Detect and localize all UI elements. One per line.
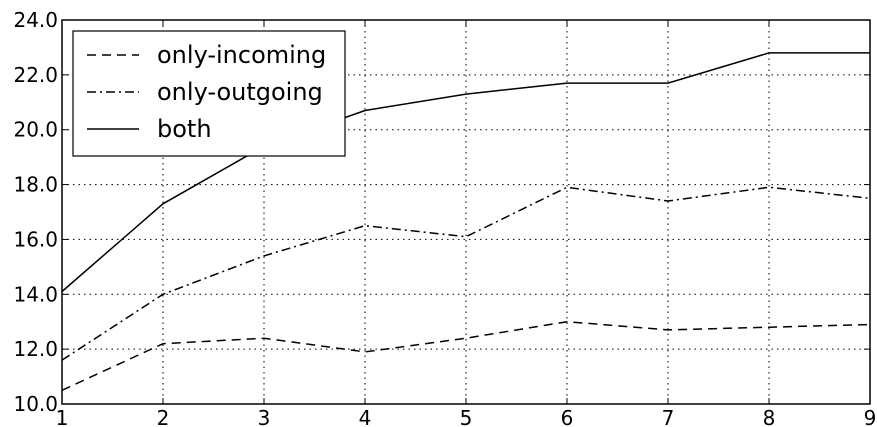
legend-label: both: [157, 115, 212, 143]
y-tick-label: 18.0: [13, 173, 58, 197]
axis-ticks: 1 2 3 4 5 6 7 8 9 10.0 12.0 14.0 16.0 18.0 20.0 22.0 24.…: [13, 8, 876, 427]
x-tick-label: 8: [763, 406, 776, 427]
legend-box: [72, 30, 346, 157]
y-tick-label: 12.0: [13, 337, 58, 361]
x-tick-label: 7: [662, 406, 675, 427]
plot-frame: [61, 19, 871, 405]
y-tick-label: 14.0: [13, 282, 58, 306]
grid: [62, 20, 870, 404]
legend-label: only-incoming: [157, 41, 326, 69]
y-tick-label: 22.0: [13, 63, 58, 87]
series-line-only-outgoing: [61, 186, 871, 361]
y-tick-label: 16.0: [13, 227, 58, 251]
x-tick-label: 3: [258, 406, 271, 427]
series-lines: [61, 52, 871, 391]
legend: only-incoming only-outgoing both: [72, 30, 346, 157]
x-tick-label: 2: [157, 406, 170, 427]
y-tick-label: 20.0: [13, 118, 58, 142]
x-tick-label: 5: [460, 406, 473, 427]
y-tick-label: 24.0: [13, 8, 58, 32]
x-tick-label: 9: [864, 406, 877, 427]
y-tick-label: 10.0: [13, 392, 58, 416]
legend-label: only-outgoing: [157, 78, 323, 106]
x-tick-label: 1: [56, 406, 69, 427]
series-line-both: [61, 52, 870, 293]
x-tick-label: 4: [359, 406, 372, 427]
x-tick-label: 6: [561, 406, 574, 427]
